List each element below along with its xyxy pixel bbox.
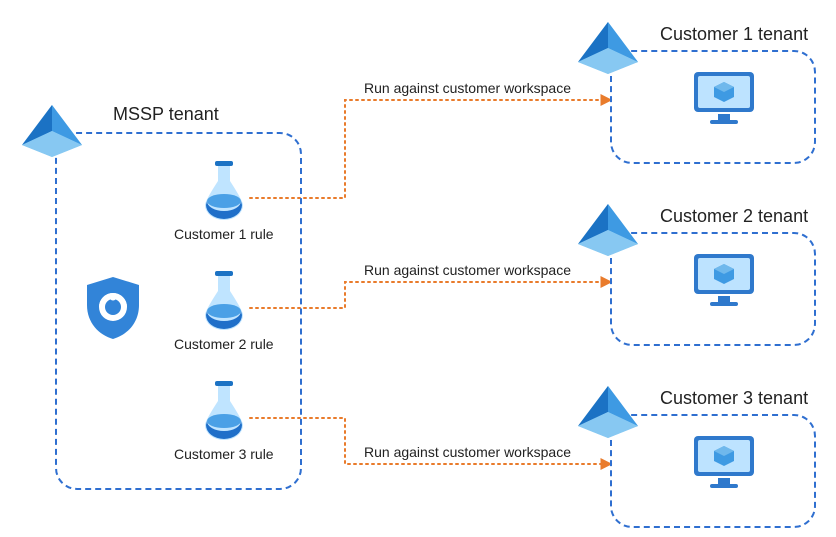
customer-tenant-icon <box>578 204 638 261</box>
connector-label: Run against customer workspace <box>364 80 571 96</box>
workspace-monitor-icon <box>692 252 756 313</box>
rule-label: Customer 2 rule <box>174 336 274 352</box>
connector-label: Run against customer workspace <box>364 262 571 278</box>
rule-flask-icon <box>201 271 247 336</box>
mssp-tenant-title: MSSP tenant <box>113 104 219 125</box>
connector-path <box>250 100 610 198</box>
sentinel-shield-icon <box>83 275 143 346</box>
customer-tenant-title: Customer 1 tenant <box>660 24 808 45</box>
customer-tenant-icon <box>578 386 638 443</box>
customer-tenant-icon <box>578 22 638 79</box>
mssp-tenant-icon <box>22 105 82 162</box>
customer-tenant-title: Customer 2 tenant <box>660 206 808 227</box>
rule-flask-icon <box>201 381 247 446</box>
workspace-monitor-icon <box>692 434 756 495</box>
rule-label: Customer 3 rule <box>174 446 274 462</box>
rule-label: Customer 1 rule <box>174 226 274 242</box>
workspace-monitor-icon <box>692 70 756 131</box>
connector-label: Run against customer workspace <box>364 444 571 460</box>
rule-flask-icon <box>201 161 247 226</box>
customer-tenant-title: Customer 3 tenant <box>660 388 808 409</box>
connector-path <box>250 282 610 308</box>
